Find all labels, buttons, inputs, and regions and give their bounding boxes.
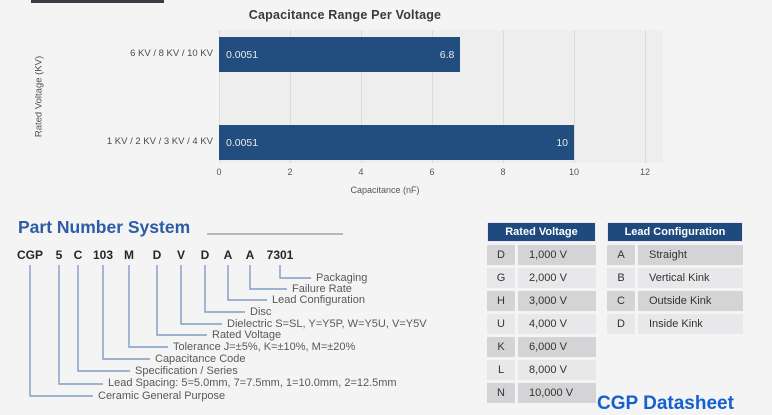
bar-value-label: 10 [556,136,568,149]
voltage-code: K [487,337,515,357]
field-label-lead-config: Lead Configuration [272,294,365,306]
lead-style: Outside Kink [638,291,743,311]
lead-code: D [607,314,635,334]
x-axis-tick: 6 [429,167,435,177]
part-code-series: CGP [16,248,44,262]
table-row: C Outside Kink [607,291,743,311]
gridline [361,30,362,163]
chart-title: Capacitance Range Per Voltage [248,8,442,22]
part-code-disc: D [200,248,210,262]
table-row: G 2,000 V [487,268,596,288]
table-header: Lead Configuration [607,222,743,242]
part-code-rated-voltage: D [152,248,162,262]
field-label-rated-voltage: Rated Voltage [212,329,282,341]
table-row: B Vertical Kink [607,268,743,288]
table-row: K 6,000 V [487,337,596,357]
voltage-code: G [487,268,515,288]
field-label-dielectric: Dielectric S=SL, Y=Y5P, W=Y5U, V=Y5V [227,318,427,330]
rated-voltage-table: Rated Voltage D 1,000 V G 2,000 V H 3,000 V… [487,222,596,403]
voltage-value: 10,000 V [518,383,596,403]
gridline [290,30,291,163]
bar-low-voltage: 0.0051 10 [219,125,574,160]
x-axis-tick: 10 [568,167,580,177]
chart-category-label: 6 KV / 8 KV / 10 KV [130,48,213,59]
chart-y-axis-label: Rated Voltage (KV) [33,55,45,138]
title-underline [207,233,343,235]
x-axis-tick: 4 [358,167,364,177]
datasheet-link[interactable]: CGP Datasheet [597,393,734,414]
x-axis-tick: 8 [500,167,506,177]
part-code-tolerance: M [124,248,134,262]
table-row: U 4,000 V [487,314,596,334]
voltage-value: 6,000 V [518,337,596,357]
voltage-value: 3,000 V [518,291,596,311]
lead-code: B [607,268,635,288]
part-code-dielectric: V [176,248,186,262]
cropped-content-fragment [31,0,164,3]
voltage-value: 2,000 V [518,268,596,288]
table-row: N 10,000 V [487,383,596,403]
gridline [219,30,220,163]
lead-configuration-table: Lead Configuration A Straight B Vertical K… [607,222,743,334]
x-axis-tick: 2 [287,167,293,177]
bar-range-start-label: 0.0051 [226,136,259,149]
part-code-failure-rate: A [245,248,255,262]
lead-style: Straight [638,245,743,265]
part-code-lead-config: A [223,248,233,262]
table-row: A Straight [607,245,743,265]
x-axis-tick: 0 [216,167,222,177]
field-label-failure-rate: Failure Rate [292,283,352,295]
field-label-disc: Disc [250,306,272,318]
bar-high-voltage: 0.0051 6.8 [219,37,461,72]
gridline [432,30,433,163]
table-row: D Inside Kink [607,314,743,334]
part-code-packaging: 7301 [266,248,294,262]
bar-range-start-label: 0.0051 [226,48,259,61]
voltage-value: 4,000 V [518,314,596,334]
voltage-code: D [487,245,515,265]
table-row: L 8,000 V [487,360,596,380]
table-header: Rated Voltage [487,222,596,242]
part-code-capacitance: 103 [92,248,114,262]
part-number-system-title: Part Number System [18,217,191,237]
voltage-code: L [487,360,515,380]
lead-code: C [607,291,635,311]
field-label-tolerance: Tolerance J=±5%, K=±10%, M=±20% [173,341,356,353]
voltage-value: 8,000 V [518,360,596,380]
lead-code: A [607,245,635,265]
voltage-code: N [487,383,515,403]
table-row: D 1,000 V [487,245,596,265]
field-label-lead-spacing: Lead Spacing: 5=5.0mm, 7=7.5mm, 1=10.0mm… [108,377,397,389]
lead-style: Vertical Kink [638,268,743,288]
chart-category-label: 1 KV / 2 KV / 3 KV / 4 KV [106,136,213,147]
voltage-code: U [487,314,515,334]
part-code-specification: C [73,248,83,262]
voltage-value: 1,000 V [518,245,596,265]
field-label-capacitance: Capacitance Code [155,353,246,365]
field-label-specification: Specification / Series [135,365,238,377]
chart-plot-area: 0.0051 6.8 0.0051 10 [219,30,663,163]
field-label-series: Ceramic General Purpose [98,390,226,402]
gridline [645,30,646,163]
chart-x-axis-label: Capacitance (nF) [350,185,420,195]
gridline [503,30,504,163]
table-row: H 3,000 V [487,291,596,311]
x-axis-tick: 12 [639,167,651,177]
gridline [574,30,575,163]
bar-value-label: 6.8 [439,48,455,61]
part-code-lead-spacing: 5 [55,248,63,262]
lead-style: Inside Kink [638,314,743,334]
field-label-packaging: Packaging [316,272,368,284]
voltage-code: H [487,291,515,311]
